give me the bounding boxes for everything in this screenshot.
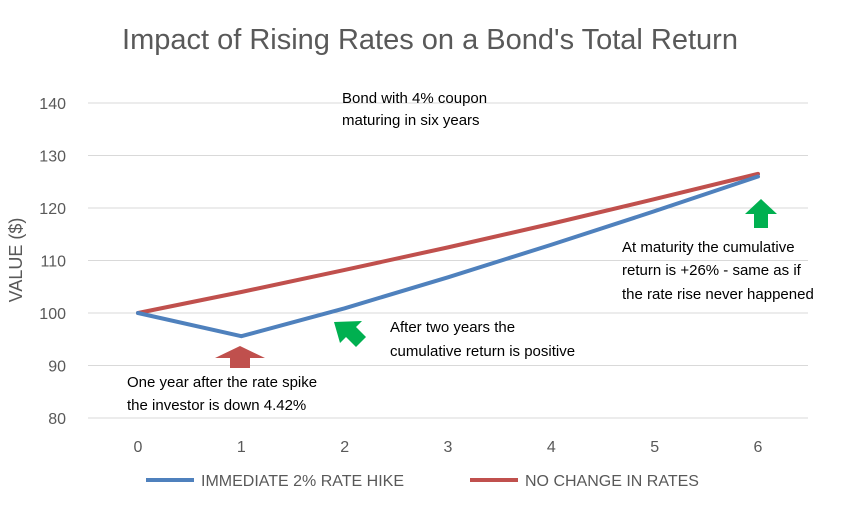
gridlines: [88, 102, 808, 419]
y-tick-label: 140: [39, 96, 66, 113]
green-up-arrow: [745, 199, 777, 228]
annotation-year1: One year after the rate spike the invest…: [127, 374, 317, 414]
y-tick-label: 80: [48, 411, 66, 428]
x-tick-label: 4: [547, 439, 556, 456]
annotation-line: maturing in six years: [342, 112, 480, 129]
annotation-line: return is +26% - same as if: [622, 262, 802, 279]
annotation-line: One year after the rate spike: [127, 374, 317, 391]
x-tick-label: 5: [650, 439, 659, 456]
y-tick-label: 90: [48, 359, 66, 376]
annotation-maturity: At maturity the cumulative return is +26…: [622, 239, 814, 303]
annotation-line: After two years the: [390, 319, 515, 336]
y-tick-label: 110: [40, 254, 66, 271]
y-tick-label: 100: [39, 306, 66, 323]
annotation-coupon: Bond with 4% coupon maturing in six year…: [342, 90, 487, 129]
y-tick-label: 130: [39, 149, 66, 166]
x-tick-label: 1: [237, 439, 246, 456]
series-line-rate-hike: [136, 174, 760, 339]
x-tick-label: 3: [444, 439, 453, 456]
x-tick-labels: 0 1 2 3 4 5 6: [134, 439, 763, 456]
x-tick-label: 2: [340, 439, 349, 456]
annotation-line: the rate rise never happened: [622, 286, 814, 303]
green-up-left-arrow: [334, 321, 366, 347]
chart-title: Impact of Rising Rates on a Bond's Total…: [122, 24, 738, 56]
series-layer: [136, 171, 760, 339]
legend-label-rate-hike: IMMEDIATE 2% RATE HIKE: [201, 473, 404, 490]
annotation-line: cumulative return is positive: [390, 343, 575, 360]
annotation-year2: After two years the cumulative return is…: [390, 319, 575, 360]
legend-label-no-change: NO CHANGE IN RATES: [525, 473, 699, 490]
y-axis-label: VALUE ($): [6, 218, 26, 303]
y-tick-labels: 80 90 100 110 120 130 140: [39, 96, 66, 428]
annotation-line: Bond with 4% coupon: [342, 90, 487, 107]
x-tick-label: 0: [134, 439, 143, 456]
x-tick-label: 6: [754, 439, 763, 456]
y-tick-label: 120: [39, 201, 66, 218]
series-line-no-change: [136, 171, 760, 315]
annotation-line: the investor is down 4.42%: [127, 397, 306, 414]
legend: IMMEDIATE 2% RATE HIKE NO CHANGE IN RATE…: [146, 473, 699, 490]
annotation-line: At maturity the cumulative: [622, 239, 795, 256]
red-up-arrow: [215, 346, 265, 368]
